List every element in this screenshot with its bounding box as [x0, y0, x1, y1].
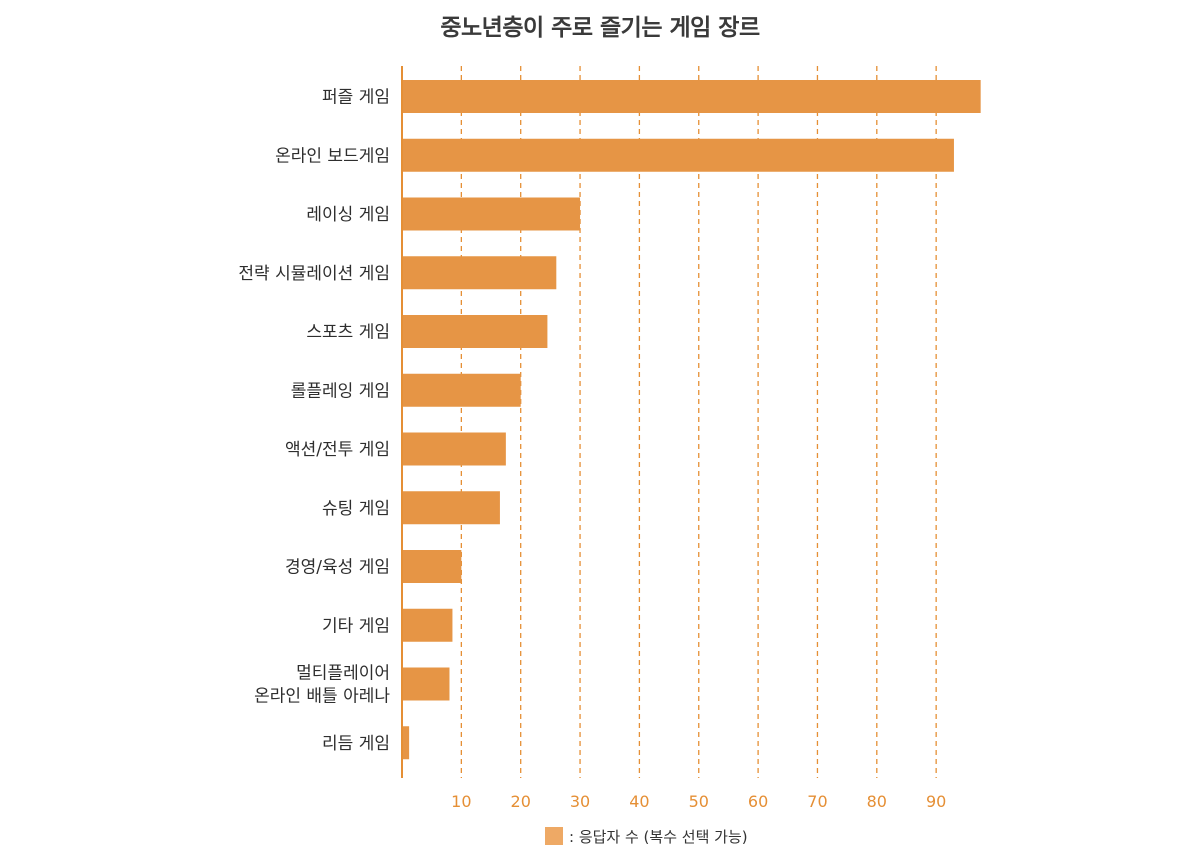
bar — [402, 491, 500, 525]
x-tick-label: 60 — [748, 792, 768, 811]
bar — [402, 550, 462, 583]
chart-title: 중노년층이 주로 즐기는 게임 장르 — [440, 15, 760, 41]
category-label: 슈팅 게임 — [322, 499, 390, 519]
legend-swatch — [545, 827, 563, 845]
x-tick-label: 70 — [807, 792, 827, 811]
bar — [402, 315, 548, 348]
x-tick-label: 50 — [689, 792, 709, 811]
legend-label: : 응답자 수 (복수 선택 가능) — [569, 827, 748, 846]
bar — [402, 432, 506, 466]
bar — [402, 667, 450, 701]
category-label: 온라인 보드게임 — [275, 146, 390, 166]
bar — [402, 373, 521, 407]
bar — [402, 726, 410, 760]
x-tick-label: 80 — [867, 792, 887, 811]
category-label: 멀티플레이어 온라인 배틀 아레나 — [254, 664, 390, 707]
category-label: 레이싱 게임 — [306, 205, 390, 225]
x-tick-label: 20 — [511, 792, 531, 811]
bar — [402, 197, 581, 231]
bar — [402, 80, 981, 113]
category-label: 퍼즐 게임 — [322, 88, 390, 108]
category-label: 기타 게임 — [322, 616, 390, 636]
bar — [402, 256, 557, 290]
legend: : 응답자 수 (복수 선택 가능) — [545, 826, 748, 846]
bar — [402, 608, 453, 642]
category-label: 리듬 게임 — [322, 734, 390, 754]
x-tick-label: 90 — [926, 792, 946, 811]
category-label: 롤플레잉 게임 — [291, 381, 390, 401]
bars — [402, 80, 981, 760]
category-label: 액션/전투 게임 — [285, 440, 390, 460]
category-label: 스포츠 게임 — [306, 323, 390, 343]
category-label: 전략 시뮬레이션 게임 — [238, 264, 390, 284]
grid-lines — [460, 66, 937, 778]
bar — [402, 138, 954, 172]
x-tick-label: 30 — [570, 792, 590, 811]
x-tick-labels: 10 20 30 40 50 60 70 80 90 — [451, 792, 946, 811]
x-tick-label: 10 — [451, 792, 471, 811]
x-tick-label: 40 — [629, 792, 649, 811]
category-label: 경영/육성 게임 — [285, 558, 390, 578]
